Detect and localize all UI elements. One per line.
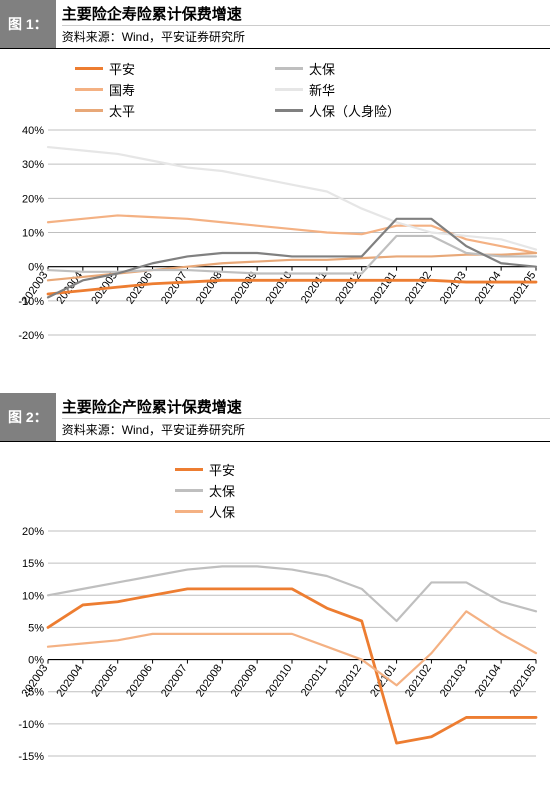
legend-item: 平安 bbox=[75, 59, 275, 78]
svg-text:10%: 10% bbox=[22, 590, 44, 602]
legend-item: 人保（人身险） bbox=[275, 101, 475, 120]
svg-text:202008: 202008 bbox=[194, 662, 225, 699]
figure-1-source: 资料来源：Wind，平安证券研究所 bbox=[62, 26, 550, 48]
svg-text:-20%: -20% bbox=[18, 330, 44, 342]
legend-swatch bbox=[75, 67, 103, 71]
legend-item: 太保 bbox=[275, 59, 475, 78]
svg-text:202012: 202012 bbox=[333, 662, 364, 699]
figure-2-badge: 图 2： bbox=[0, 393, 56, 441]
legend-item: 新华 bbox=[275, 80, 475, 99]
legend-label: 国寿 bbox=[109, 80, 135, 99]
figure-2-source: 资料来源：Wind，平安证券研究所 bbox=[62, 419, 550, 441]
svg-text:202011: 202011 bbox=[299, 662, 329, 698]
figure-2: 图 2： 主要险企产险累计保费增速 资料来源：Wind，平安证券研究所 平安太保… bbox=[0, 393, 550, 806]
figure-2-legend: 平安太保人保 bbox=[0, 442, 550, 521]
figure-2-header: 图 2： 主要险企产险累计保费增速 资料来源：Wind，平安证券研究所 bbox=[0, 393, 550, 442]
legend-label: 平安 bbox=[209, 460, 235, 479]
legend-label: 太保 bbox=[309, 59, 335, 78]
legend-swatch bbox=[275, 88, 303, 91]
svg-text:-15%: -15% bbox=[18, 751, 44, 763]
legend-swatch bbox=[175, 489, 203, 492]
figure-2-title-block: 主要险企产险累计保费增速 资料来源：Wind，平安证券研究所 bbox=[56, 393, 550, 441]
figure-2-title: 主要险企产险累计保费增速 bbox=[62, 393, 550, 419]
legend-label: 太平 bbox=[109, 101, 135, 120]
figure-1-title-block: 主要险企寿险累计保费增速 资料来源：Wind，平安证券研究所 bbox=[56, 0, 550, 48]
figure-1-chart: -20%-10%0%10%20%30%40%202003202004202005… bbox=[0, 120, 550, 385]
legend-item: 平安 bbox=[175, 460, 375, 479]
legend-label: 人保 bbox=[209, 502, 235, 521]
legend-swatch bbox=[175, 468, 203, 472]
figure-2-svg: -15%-10%-5%0%5%10%15%20%2020032020042020… bbox=[0, 521, 550, 806]
figure-2-chart: -15%-10%-5%0%5%10%15%20%2020032020042020… bbox=[0, 521, 550, 806]
svg-text:20%: 20% bbox=[22, 526, 44, 538]
figure-1-badge: 图 1： bbox=[0, 0, 56, 48]
legend-item: 太平 bbox=[75, 101, 275, 120]
figure-1-header: 图 1： 主要险企寿险累计保费增速 资料来源：Wind，平安证券研究所 bbox=[0, 0, 550, 49]
figure-1: 图 1： 主要险企寿险累计保费增速 资料来源：Wind，平安证券研究所 平安国寿… bbox=[0, 0, 550, 385]
figure-1-legend: 平安国寿太平 太保新华人保（人身险） bbox=[0, 49, 550, 120]
legend-label: 平安 bbox=[109, 59, 135, 78]
svg-text:15%: 15% bbox=[22, 558, 44, 570]
svg-text:202007: 202007 bbox=[159, 662, 190, 699]
svg-text:202004: 202004 bbox=[54, 662, 85, 699]
svg-text:40%: 40% bbox=[22, 125, 44, 137]
svg-text:10%: 10% bbox=[22, 228, 44, 240]
svg-text:202102: 202102 bbox=[403, 662, 434, 699]
legend-swatch bbox=[275, 67, 303, 70]
legend-swatch bbox=[175, 510, 203, 513]
svg-text:202103: 202103 bbox=[438, 662, 469, 699]
svg-text:202010: 202010 bbox=[264, 662, 295, 699]
legend-swatch bbox=[75, 109, 103, 112]
legend-swatch bbox=[75, 88, 103, 91]
svg-text:5%: 5% bbox=[28, 622, 44, 634]
svg-text:202105: 202105 bbox=[508, 662, 539, 699]
legend-label: 新华 bbox=[309, 80, 335, 99]
svg-text:-10%: -10% bbox=[18, 719, 44, 731]
svg-text:20%: 20% bbox=[22, 193, 44, 205]
svg-text:30%: 30% bbox=[22, 159, 44, 171]
legend-item: 太保 bbox=[175, 481, 375, 500]
figure-1-title: 主要险企寿险累计保费增速 bbox=[62, 0, 550, 26]
svg-text:202005: 202005 bbox=[89, 662, 120, 699]
legend-item: 人保 bbox=[175, 502, 375, 521]
svg-text:202104: 202104 bbox=[473, 662, 504, 699]
legend-item: 国寿 bbox=[75, 80, 275, 99]
legend-label: 太保 bbox=[209, 481, 235, 500]
legend-label: 人保（人身险） bbox=[309, 101, 400, 120]
legend-swatch bbox=[275, 109, 303, 112]
svg-text:202009: 202009 bbox=[229, 662, 260, 699]
svg-text:202006: 202006 bbox=[124, 662, 155, 699]
figure-1-svg: -20%-10%0%10%20%30%40%202003202004202005… bbox=[0, 120, 550, 385]
